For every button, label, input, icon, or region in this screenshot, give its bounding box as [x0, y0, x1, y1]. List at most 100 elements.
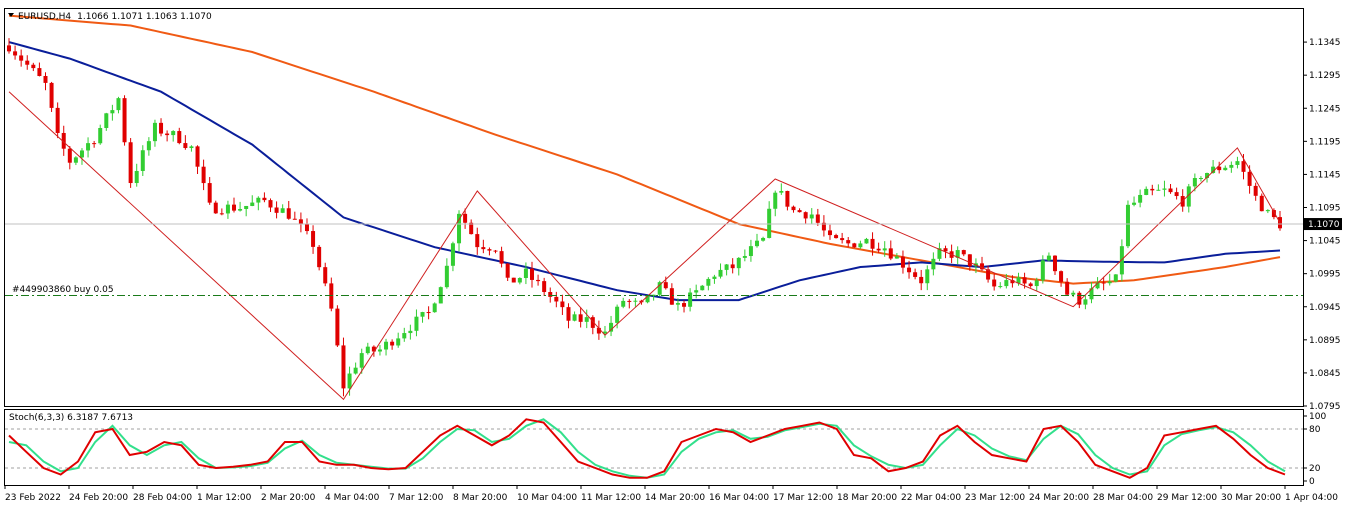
candle [627, 299, 632, 309]
candle [797, 208, 802, 213]
stoch-tick-label: 20 [1309, 464, 1321, 474]
chart-header: EURUSD,H4 1.1066 1.1071 1.1063 1.1070 [8, 12, 212, 22]
candle [657, 280, 662, 297]
candle [353, 362, 358, 375]
candle [1010, 275, 1015, 288]
candle [694, 284, 699, 299]
candle [238, 201, 243, 212]
candle [341, 337, 346, 397]
candle [25, 55, 30, 70]
time-tick-label: 24 Mar 20:00 [1029, 493, 1089, 503]
candle [700, 284, 705, 291]
candle [92, 140, 97, 148]
candle [821, 215, 826, 237]
candle [803, 211, 808, 224]
time-tick-label: 1 Apr 04:00 [1285, 493, 1338, 503]
candle [748, 239, 753, 262]
candle [560, 294, 565, 315]
candle [955, 246, 960, 265]
candle [505, 263, 510, 281]
time-tick-label: 16 Mar 04:00 [709, 493, 769, 503]
candle [712, 274, 717, 284]
candle [201, 159, 206, 191]
candle [457, 210, 462, 252]
price-tick-label: 1.1145 [1309, 170, 1341, 180]
stoch-title: Stoch(6,3,3) 6.3187 7.6713 [9, 413, 133, 423]
current-price-label: 1.1070 [1308, 220, 1340, 230]
candle [931, 252, 936, 276]
time-tick-label: 28 Feb 04:00 [133, 493, 192, 503]
candle [578, 307, 583, 328]
candle [1101, 276, 1106, 291]
time-tick-label: 30 Mar 20:00 [1221, 493, 1281, 503]
candle [432, 302, 437, 313]
overlay-layer: 1.1070 [5, 218, 1342, 297]
candle [1083, 294, 1088, 310]
time-tick-label: 28 Mar 04:00 [1093, 493, 1153, 503]
candle [219, 208, 224, 216]
candle [688, 288, 693, 312]
stoch-tick-label: 80 [1309, 425, 1321, 435]
candle [438, 286, 443, 304]
candle [1186, 183, 1191, 213]
candle [61, 125, 66, 156]
price-tick-label: 1.0845 [1309, 369, 1341, 379]
price-tick-label: 1.0795 [1309, 402, 1341, 412]
candle [1052, 255, 1057, 275]
candle [1174, 187, 1179, 200]
candle [134, 163, 139, 187]
candle [244, 205, 249, 217]
candle [274, 201, 279, 219]
candle [791, 205, 796, 213]
candle [1229, 161, 1234, 173]
time-tick-label: 24 Feb 20:00 [69, 493, 128, 503]
stochastic-layer: 100 80 20 0 [5, 412, 1326, 487]
candle [1278, 211, 1282, 231]
candle [444, 258, 449, 289]
candle [986, 265, 991, 283]
candle [1259, 193, 1264, 212]
triangle-down-icon[interactable] [8, 13, 14, 17]
candle [925, 265, 930, 291]
candle [742, 249, 747, 262]
price-tick-label: 1.1045 [1309, 237, 1341, 247]
price-panel-frame [4, 8, 1304, 407]
candle [450, 241, 455, 272]
candle [7, 38, 11, 54]
candle [256, 196, 261, 211]
candle [390, 339, 395, 350]
candle [1198, 176, 1203, 182]
candle [584, 309, 589, 329]
candle [268, 198, 273, 212]
candle [67, 146, 72, 170]
candle [55, 102, 60, 139]
candle [529, 261, 534, 288]
candle [919, 269, 924, 291]
candle [396, 332, 401, 348]
candle [171, 130, 176, 142]
candle [37, 62, 42, 77]
candle [146, 137, 151, 156]
candle [408, 324, 413, 340]
candle [779, 183, 784, 195]
current-price-box [1304, 218, 1342, 231]
candle [1059, 270, 1064, 287]
candle [767, 201, 772, 239]
candle [323, 262, 328, 287]
time-tick-label: 14 Mar 20:00 [645, 493, 705, 503]
candle [523, 262, 528, 285]
price-tick-label: 1.1245 [1309, 104, 1341, 114]
candle [1265, 209, 1270, 214]
candle [882, 241, 887, 257]
candle [846, 237, 851, 248]
candle [207, 177, 212, 205]
candle [499, 246, 504, 268]
candle [572, 311, 577, 322]
candle [469, 219, 474, 235]
candle [785, 190, 790, 211]
candle [736, 257, 741, 276]
time-tick-label: 11 Mar 12:00 [581, 493, 641, 503]
candle [1168, 183, 1173, 194]
price-tick-label: 1.1345 [1309, 38, 1341, 48]
